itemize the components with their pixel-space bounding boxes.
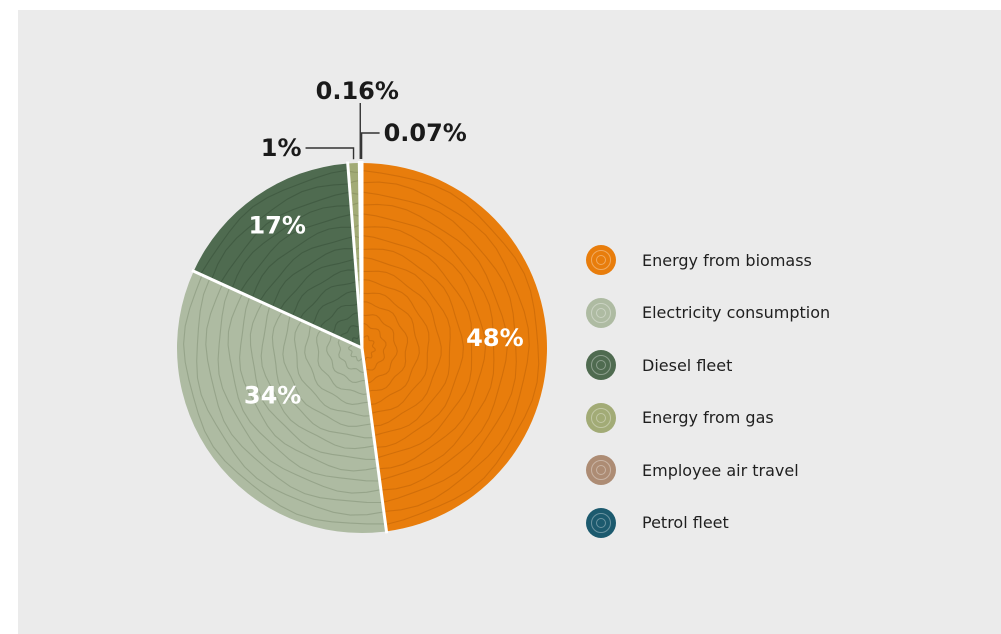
tree-ring	[361, 279, 430, 415]
tree-ring	[349, 192, 360, 196]
tree-ring	[361, 292, 420, 406]
legend-label: Electricity consumption	[642, 303, 831, 323]
callout-line	[360, 132, 380, 160]
tree-ring	[361, 181, 530, 513]
tree-ring	[361, 226, 487, 470]
tree-ring	[217, 287, 381, 494]
tree-ring	[200, 169, 349, 275]
tree-ring	[361, 270, 442, 427]
tree-ring	[260, 305, 376, 450]
tree-ring	[349, 179, 360, 184]
legend-swatch-icon	[586, 455, 616, 486]
tree-ring	[319, 303, 359, 330]
legend-item-electricity-consumption: Electricity consumption	[586, 287, 830, 340]
legend-swatch-icon	[586, 297, 616, 328]
rings-electricity-consumption	[183, 274, 386, 525]
rings-energy-from-biomass	[361, 169, 540, 526]
tree-ring	[291, 269, 357, 317]
tree-ring	[279, 258, 356, 311]
tree-ring	[282, 315, 373, 427]
tree-ring	[337, 337, 366, 374]
pie-slice-energy-from-biomass	[362, 163, 548, 532]
tree-rings	[183, 169, 540, 526]
legend-swatch-icon	[586, 350, 616, 381]
tree-ring	[196, 278, 384, 516]
slice-label-electricity-consumption: 34%	[244, 382, 301, 410]
tree-ring	[304, 324, 370, 405]
callouts: 1% 0.16% 0.07%	[261, 77, 467, 162]
tree-ring	[361, 191, 517, 504]
tree-ring	[361, 256, 451, 437]
tree-ring	[361, 314, 398, 384]
tree-ring	[361, 213, 495, 481]
tree-ring	[239, 296, 379, 472]
tree-ring	[316, 329, 369, 395]
tree-ring	[361, 203, 508, 491]
tree-ring	[227, 293, 380, 482]
tree-ring	[239, 213, 352, 293]
slice-dividers	[191, 160, 389, 534]
tree-ring	[251, 226, 353, 299]
tree-ring	[271, 248, 355, 308]
tree-ring	[259, 236, 354, 302]
tree-ring	[361, 323, 387, 371]
legend-label: Employee air travel	[642, 460, 799, 480]
tree-ring	[326, 333, 367, 383]
legend-label: Energy from biomass	[642, 250, 812, 270]
tree-ring	[348, 342, 364, 362]
legend-item-petrol-fleet: Petrol fleet	[586, 497, 830, 550]
tree-ring	[231, 205, 352, 289]
tree-ring	[293, 320, 372, 417]
tree-ring	[183, 274, 386, 525]
rings-diesel-fleet	[200, 169, 361, 344]
tree-ring	[211, 183, 350, 280]
tree-ring	[299, 280, 358, 320]
slice-label-diesel-fleet: 17%	[248, 212, 305, 240]
tree-ring	[311, 290, 358, 326]
slice-divider	[191, 269, 363, 350]
slice-label-energy-from-biomass: 48%	[466, 324, 523, 352]
tree-ring	[205, 284, 383, 504]
tree-ring	[351, 334, 361, 344]
tree-ring	[361, 301, 409, 392]
slice-labels: 48% 34% 17%	[244, 212, 524, 410]
tree-ring	[361, 335, 376, 362]
callout-label: 0.07%	[384, 119, 467, 147]
legend-swatch-icon	[586, 245, 616, 276]
tree-ring	[350, 202, 361, 207]
tree-ring	[339, 325, 361, 339]
slice-divider	[346, 161, 364, 349]
slice-divider	[360, 347, 389, 534]
legend-label: Diesel fleet	[642, 355, 733, 375]
callout-label: 1%	[261, 134, 302, 162]
tree-ring	[249, 302, 377, 460]
tree-ring	[271, 311, 375, 439]
legend-item-diesel-fleet: Diesel fleet	[586, 339, 830, 392]
legend: Energy from biomass Electricity consumpt…	[586, 234, 830, 549]
callout-label: 0.16%	[316, 77, 399, 105]
legend-label: Energy from gas	[642, 408, 774, 428]
pie-slice-diesel-fleet	[193, 163, 362, 348]
callout-line	[305, 147, 355, 160]
tree-ring	[331, 312, 360, 335]
tree-ring	[219, 191, 351, 284]
legend-swatch-icon	[586, 402, 616, 433]
legend-item-energy-from-gas: Energy from gas	[586, 392, 830, 445]
legend-label: Petrol fleet	[642, 513, 729, 533]
tree-ring	[361, 235, 473, 459]
tree-ring	[361, 169, 540, 526]
tree-ring	[361, 248, 464, 448]
slice-divider	[359, 160, 364, 349]
legend-swatch-icon	[586, 507, 616, 538]
tree-ring	[348, 170, 360, 174]
legend-item-employee-air-travel: Employee air travel	[586, 444, 830, 497]
legend-item-energy-from-biomass: Energy from biomass	[586, 234, 830, 287]
